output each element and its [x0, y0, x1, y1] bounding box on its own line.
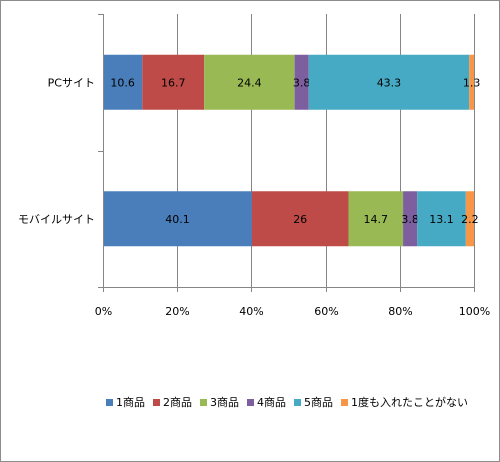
x-tick-label: 100%: [459, 305, 490, 318]
legend-swatch: [106, 399, 113, 406]
data-label: 43.3: [377, 76, 402, 89]
data-label: 3.8: [293, 76, 311, 89]
category-label: PCサイト: [48, 76, 95, 89]
legend-swatch: [153, 399, 160, 406]
bar-segment: [417, 191, 466, 247]
x-tick-label: 60%: [314, 305, 338, 318]
bar-segment: [294, 54, 309, 110]
legend-label: 2商品: [163, 395, 192, 409]
bar-segment: [103, 54, 143, 110]
data-label: 24.4: [237, 76, 262, 89]
data-label: 16.7: [161, 76, 186, 89]
bar-segment: [403, 191, 418, 247]
bar-segment: [251, 191, 349, 247]
legend-swatch: [247, 399, 254, 406]
bar-segment: [204, 54, 295, 110]
legend-swatch: [341, 399, 348, 406]
x-tick-label: 20%: [165, 305, 189, 318]
bar-segment: [465, 191, 474, 247]
bar-segment: [469, 54, 474, 110]
category-label: モバイルサイト: [18, 213, 95, 226]
data-label: 26: [293, 213, 307, 226]
data-label: 10.6: [110, 76, 135, 89]
x-tick-label: 0%: [95, 305, 112, 318]
legend-label: 5商品: [304, 395, 333, 409]
bars: 10.6 16.7 24.4 3.8 43.3 1.3 40.1 26 14.7 3.8 13.1 2…: [103, 54, 481, 247]
x-tick-label: 40%: [239, 305, 263, 318]
data-label: 40.1: [165, 213, 190, 226]
legend-label: 1度も入れたことがない: [351, 395, 468, 409]
x-tick-label: 80%: [388, 305, 412, 318]
legend-swatch: [294, 399, 301, 406]
legend-label: 1商品: [116, 395, 145, 409]
data-label: 2.2: [461, 213, 479, 226]
data-label: 1.3: [463, 76, 481, 89]
bar-segment: [103, 191, 252, 247]
bar-segment: [348, 191, 404, 247]
data-label: 3.8: [401, 213, 419, 226]
bar-segment: [308, 54, 470, 110]
legend: 1商品 2商品 3商品 4商品 5商品 1度も入れたことがない: [106, 395, 468, 409]
legend-swatch: [200, 399, 207, 406]
legend-label: 3商品: [210, 395, 239, 409]
bar-segment: [142, 54, 205, 110]
data-label: 13.1: [429, 213, 454, 226]
data-label: 14.7: [364, 213, 389, 226]
legend-label: 4商品: [257, 395, 286, 409]
